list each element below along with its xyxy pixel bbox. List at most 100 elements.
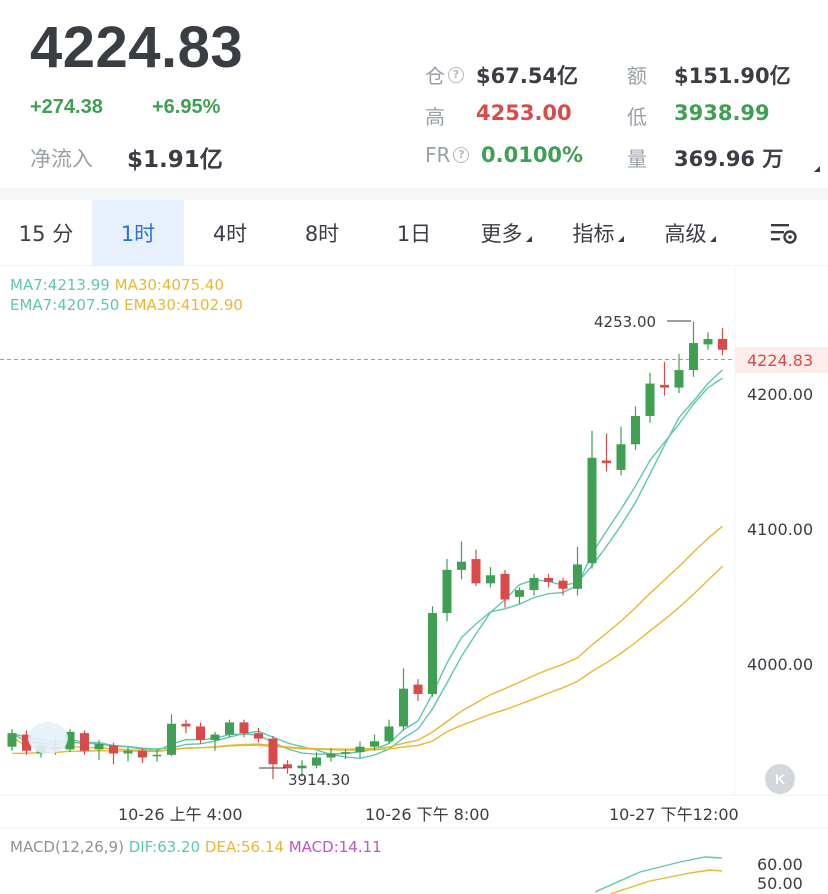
low-label: 低 [627, 105, 647, 129]
candle [138, 750, 147, 758]
volume-label: 量 [627, 147, 647, 171]
low-value: 3938.99 [674, 101, 770, 125]
help-icon[interactable]: ? [448, 66, 464, 83]
candle [602, 460, 611, 464]
moving-average-lines [11, 369, 723, 760]
candle [167, 723, 176, 755]
dif-line [594, 856, 723, 893]
tab-1d[interactable]: 1日 [396, 222, 432, 246]
dif-label: DIF:63.20 [128, 838, 201, 856]
open-interest-value: $67.54亿 [476, 64, 579, 88]
crosshair-highlight [28, 722, 68, 754]
dea-line [609, 869, 723, 894]
ma7-line [11, 369, 723, 760]
candle [558, 580, 568, 589]
funding-rate-label[interactable]: FR ? [425, 143, 470, 167]
candle [631, 415, 640, 445]
y-tick-4200: 4200.00 [747, 385, 814, 404]
candle [312, 757, 321, 766]
change-percent: +6.95% [152, 96, 221, 118]
candle [515, 590, 524, 597]
candle [457, 561, 466, 570]
candle [471, 559, 481, 584]
candle [645, 383, 655, 416]
candle [413, 684, 423, 695]
candle [529, 577, 539, 591]
x-tick-1: 10-26 上午 4:00 [118, 805, 243, 824]
dropdown-icon [617, 236, 624, 242]
change-absolute: +274.38 [30, 96, 103, 118]
candle [254, 733, 263, 739]
tab-8h[interactable]: 8时 [304, 222, 340, 246]
ema7-line [11, 377, 723, 755]
chart-settings-icon[interactable] [770, 220, 798, 246]
candle [7, 733, 17, 747]
macd-lines [594, 856, 723, 894]
high-label: 高 [425, 105, 445, 129]
help-icon[interactable]: ? [453, 147, 470, 163]
ema30-line [11, 525, 723, 755]
candle [268, 738, 278, 765]
ma-legend: MA7:4213.99 MA30:4075.40 [10, 276, 224, 294]
net-inflow-label: 净流入 [30, 147, 93, 171]
candles-group [7, 321, 727, 780]
amount-value: $151.90亿 [674, 64, 791, 88]
candle [196, 726, 205, 740]
candle [616, 444, 626, 470]
tab-advanced[interactable]: 高级 [644, 200, 736, 266]
candle [718, 339, 727, 350]
candle [326, 753, 336, 758]
interval-tabs: 15 分 1时 4时 8时 1日 更多 指标 高级 [0, 200, 828, 266]
candle [65, 731, 75, 750]
candle [80, 733, 89, 751]
tab-1h[interactable]: 1时 [92, 200, 184, 266]
ma30-line [11, 565, 723, 753]
candle [703, 339, 713, 345]
macd-legend: MACD(12,26,9) DIF:63.20 DEA:56.14 MACD:1… [10, 838, 382, 856]
macd-y-tick-50: 50.00 [757, 874, 803, 893]
candlestick-chart[interactable] [0, 266, 828, 894]
candle [428, 613, 437, 695]
candle [660, 384, 669, 388]
ma30-label: MA30:4075.40 [114, 276, 224, 294]
amount-label: 额 [627, 64, 647, 88]
candle [181, 723, 191, 727]
ema7-label: EMA7:4207.50 [10, 296, 120, 314]
kline-toggle-button[interactable]: K [765, 764, 795, 794]
candle [587, 457, 597, 564]
volume-value: 369.96 万 [674, 147, 784, 171]
candle [109, 745, 118, 754]
tab-15m[interactable]: 15 分 [18, 222, 74, 246]
candle [384, 726, 394, 742]
candle [370, 741, 379, 747]
candle [355, 746, 365, 753]
dea-label: DEA:56.14 [204, 838, 284, 856]
candle [399, 688, 408, 727]
tab-more[interactable]: 更多 [460, 200, 552, 266]
candle [689, 343, 698, 371]
candle [152, 754, 162, 757]
high-value: 4253.00 [476, 101, 572, 125]
ticker-header: 4224.83 +274.38 +6.95% 净流入 $1.91亿 仓 ? $6… [0, 0, 828, 188]
funding-rate-value: 0.0100% [481, 143, 584, 167]
candle [239, 722, 249, 734]
candle [123, 750, 133, 754]
open-interest-label[interactable]: 仓 ? [425, 60, 464, 89]
candle [486, 575, 495, 584]
tab-4h[interactable]: 4时 [212, 222, 248, 246]
current-price-tag: 4224.83 [735, 347, 828, 373]
min-price-label: 3914.30 [288, 771, 351, 789]
candle [210, 734, 220, 740]
tab-indicators[interactable]: 指标 [552, 200, 644, 266]
max-price-label: 4253.00 [594, 313, 657, 331]
y-tick-4000: 4000.00 [747, 655, 814, 674]
candle [674, 370, 684, 388]
dropdown-icon [709, 236, 716, 242]
macd-params: MACD(12,26,9) [10, 838, 124, 856]
x-tick-2: 10-26 下午 8:00 [365, 805, 490, 824]
last-price: 4224.83 [30, 15, 244, 80]
candle [442, 569, 452, 614]
ma7-label: MA7:4213.99 [10, 276, 110, 294]
expand-icon[interactable] [814, 166, 820, 172]
macd-y-tick-60: 60.00 [757, 855, 803, 874]
